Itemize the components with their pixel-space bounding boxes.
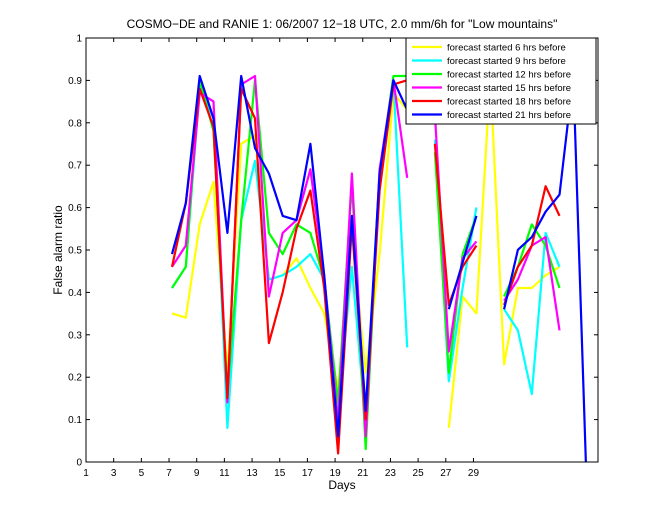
legend-label: forecast started 21 hrs before: [447, 110, 571, 121]
y-tick-label: 1: [76, 34, 82, 45]
x-axis: 1 3 5 7 9 11 13 15 17 19 21 23 25 27 29: [83, 38, 479, 479]
legend: forecast started 6 hrs before forecast st…: [405, 37, 597, 125]
legend-label: forecast started 15 hrs before: [447, 83, 571, 94]
y-tick-label: 0: [76, 458, 82, 469]
x-tick-label: 27: [440, 468, 452, 479]
y-tick-label: 0.3: [68, 330, 82, 341]
x-tick-label: 17: [302, 468, 314, 479]
x-tick-label: 29: [468, 468, 480, 479]
y-tick-label: 0.7: [68, 161, 82, 172]
x-tick-label: 1: [83, 468, 89, 479]
series-line: [170, 74, 409, 438]
series-layer: [170, 74, 587, 462]
chart-title: COSMO−DE and RANIE 1: 06/2007 12−18 UTC,…: [127, 17, 558, 31]
y-tick-label: 0.9: [68, 76, 82, 87]
x-tick-label: 7: [166, 468, 172, 479]
x-tick-label: 19: [330, 468, 342, 479]
x-tick-label: 5: [139, 468, 145, 479]
x-tick-label: 23: [385, 468, 397, 479]
legend-box: [405, 37, 597, 125]
x-tick-label: 25: [413, 468, 425, 479]
x-tick-label: 11: [219, 468, 230, 479]
y-tick-label: 0.1: [68, 415, 82, 426]
legend-label: forecast started 6 hrs before: [447, 43, 566, 54]
x-tick-label: 15: [274, 468, 286, 479]
y-tick-label: 0.5: [68, 246, 82, 257]
plot-clip: [170, 74, 587, 462]
x-tick-label: 21: [357, 468, 369, 479]
x-tick-label: 13: [246, 468, 258, 479]
y-tick-label: 0.2: [68, 373, 82, 384]
y-tick-label: 0.6: [68, 203, 82, 214]
series-line: [447, 215, 478, 310]
legend-label: forecast started 9 hrs before: [447, 56, 566, 67]
y-tick-label: 0.4: [68, 288, 82, 299]
x-tick-label: 9: [194, 468, 200, 479]
y-axis: 0 0.1 0.2 0.3 0.4 0.5 0.6 0.7 0.8 0.9 1: [68, 34, 598, 469]
series-line: [433, 152, 478, 374]
x-tick-label: 3: [111, 468, 117, 479]
y-tick-label: 0.8: [68, 118, 82, 129]
x-axis-label: Days: [328, 478, 355, 492]
y-axis-label: False alarm ratio: [51, 205, 65, 295]
series-line: [503, 231, 561, 396]
legend-label: forecast started 12 hrs before: [447, 70, 571, 81]
legend-label: forecast started 18 hrs before: [447, 97, 571, 108]
series-line: [503, 185, 561, 306]
